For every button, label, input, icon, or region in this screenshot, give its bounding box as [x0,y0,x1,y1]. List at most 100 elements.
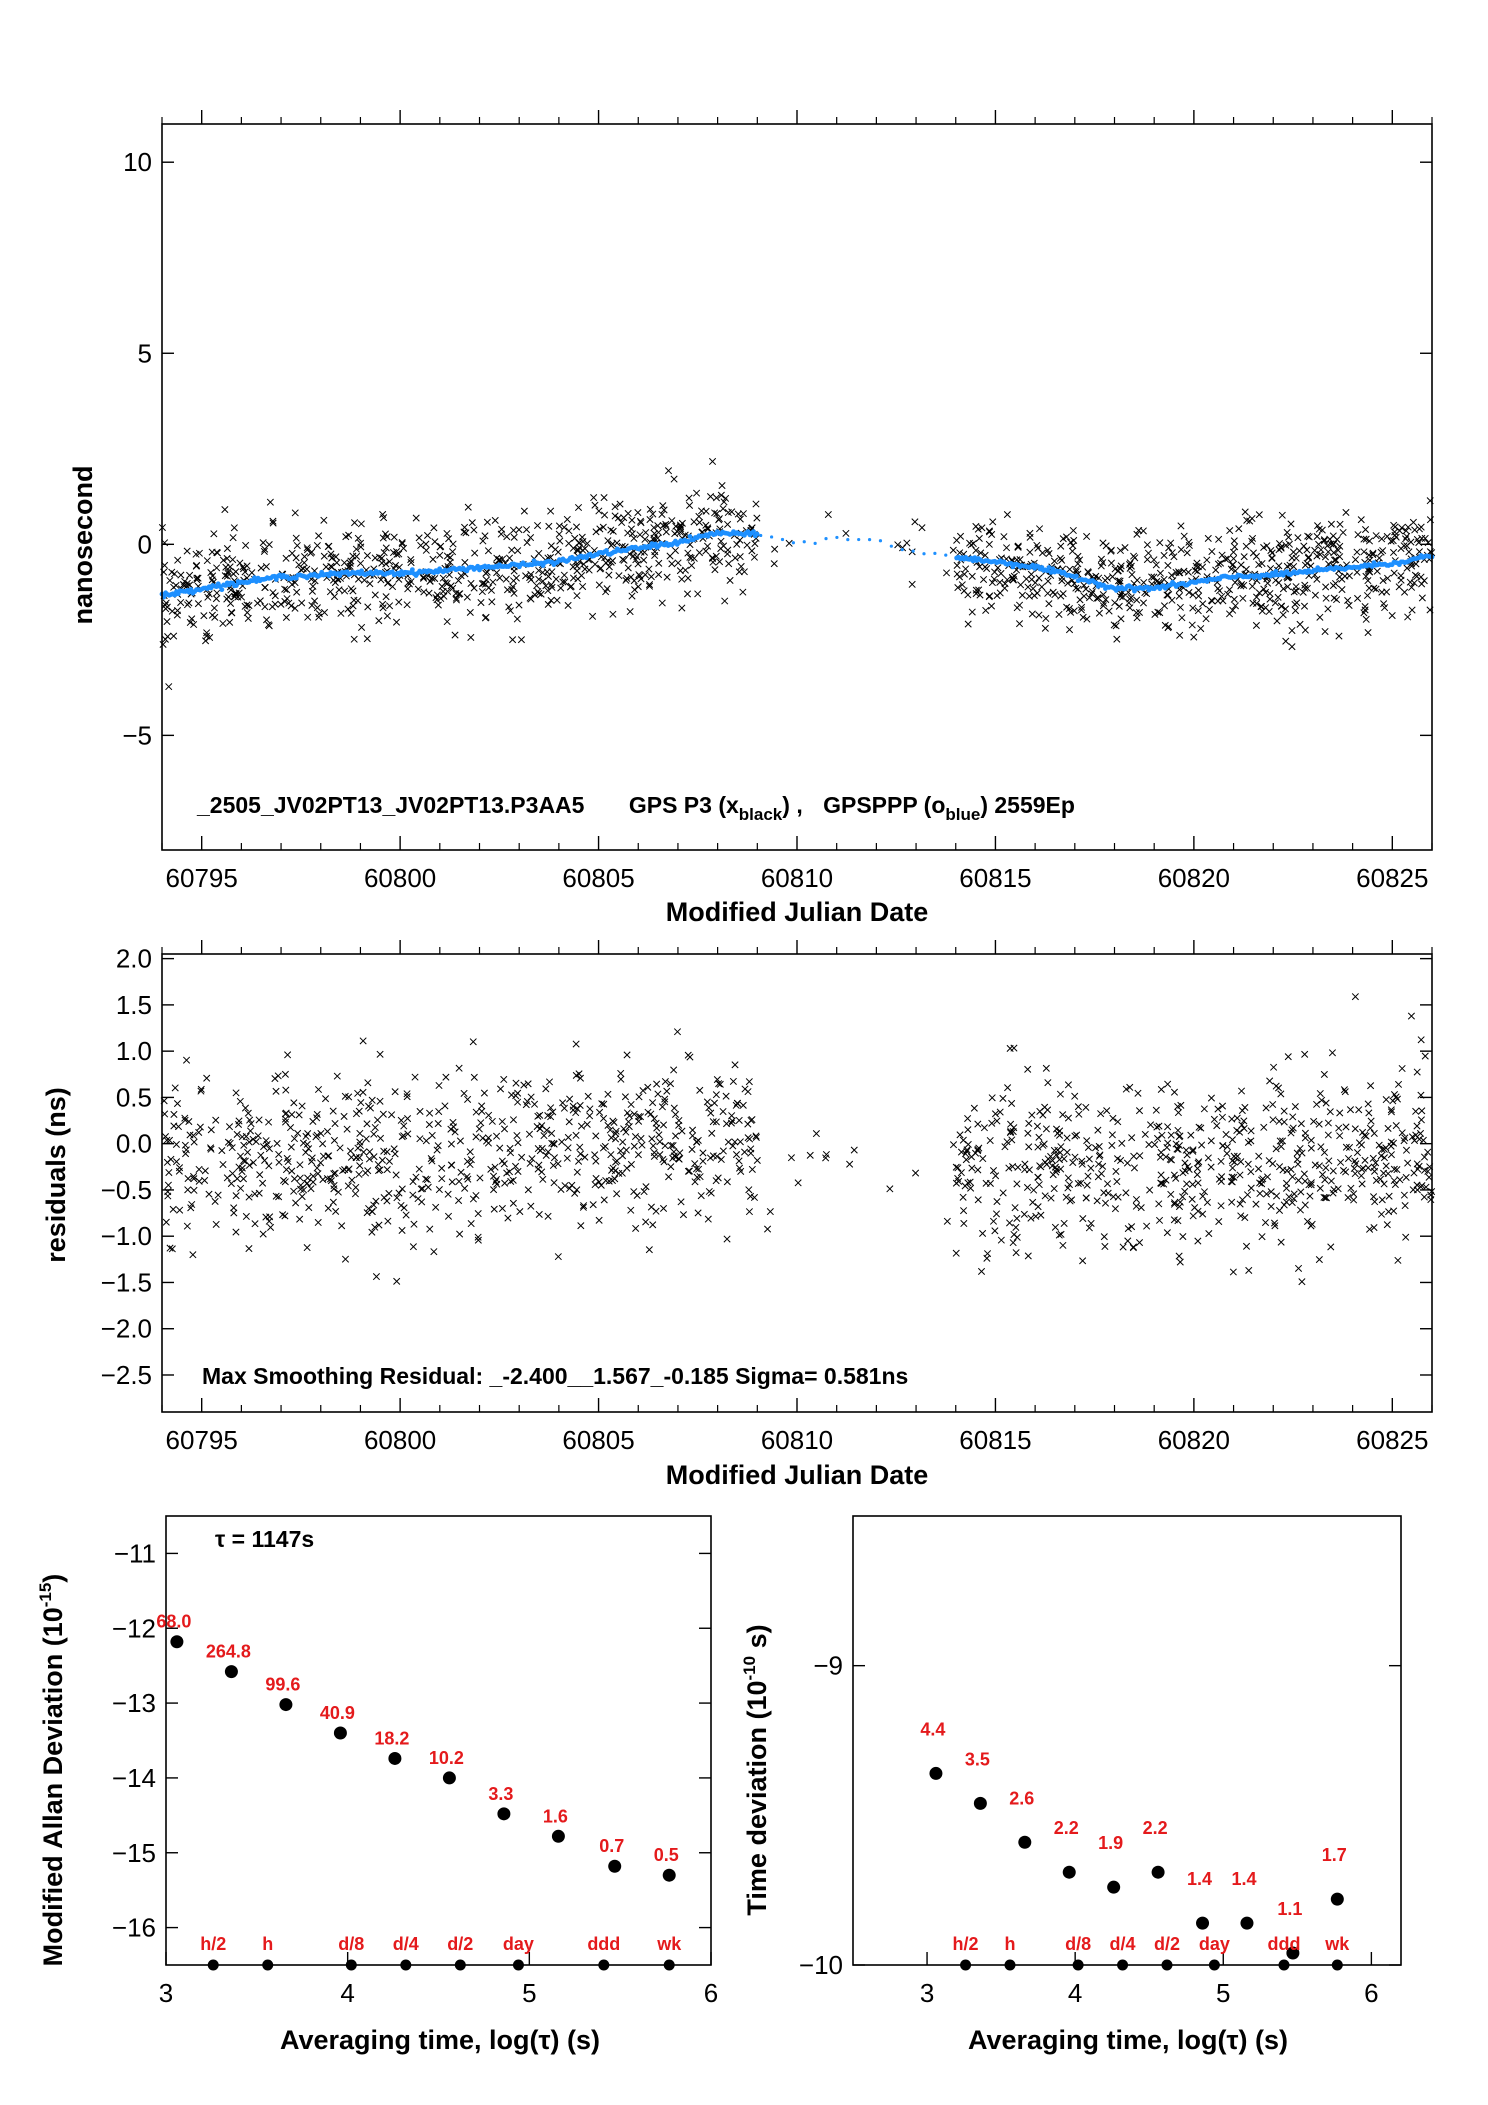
gps-x-point [1260,1123,1268,1131]
gps-x-point [1253,593,1261,601]
gps-x-point [957,1148,966,1156]
gps-x-point [1316,613,1324,621]
gps-x-point [640,1188,648,1196]
gps-x-point [1253,600,1261,608]
gps-x-point [1222,1130,1230,1139]
gps-x-point [246,1116,254,1124]
gps-x-point [573,592,581,600]
span-marker-dot [598,1959,610,1971]
gps-x-point [524,1080,532,1088]
gps-x-point [374,1167,383,1175]
gps-x-point [740,568,748,576]
gps-x-point [1265,607,1273,616]
y-tick-label: −1.5 [101,1267,152,1297]
gps-x-point [491,516,499,524]
deviation-point [662,1868,676,1882]
gps-x-point [472,1191,480,1200]
gps-x-point [403,1093,411,1101]
gps-x-point [623,1051,631,1059]
gps-x-point [360,576,368,584]
gps-x-point [1237,1212,1245,1220]
gps-x-point [1064,1081,1072,1089]
gps-x-point [684,549,692,557]
gps-x-point [256,1171,264,1179]
gps-x-point [1165,623,1173,631]
gps-x-point [719,1107,727,1116]
gps-x-point [1415,1162,1423,1170]
gps-x-point [430,1248,438,1256]
gps-x-point [595,581,603,589]
gps-x-point [986,1136,994,1145]
x-tick-label: 60800 [364,863,436,893]
gps-x-point [667,1163,675,1171]
gps-x-point [628,592,636,600]
gps-x-point [1193,1171,1201,1179]
gps-x-point [1029,1198,1037,1206]
gps-x-point [207,1144,215,1152]
gps-x-point [1290,1195,1298,1203]
gps-x-point [417,541,425,550]
gps-x-point [313,604,321,612]
gps-x-point [1059,535,1067,543]
gps-x-point [558,1138,566,1146]
gps-x-point [577,1122,586,1130]
gps-x-point [1135,1107,1144,1115]
gps-x-point [1313,532,1321,541]
gps-x-point [1230,1158,1239,1166]
mdev-ylabel-end: ) [38,1574,68,1583]
gps-x-point [544,600,552,609]
gps-x-point [165,1136,174,1144]
gps-x-point [1207,596,1216,604]
gps-x-point [1318,526,1326,534]
gps-x-point [212,1220,220,1228]
gps-x-point [455,1064,463,1072]
gps-x-point [515,526,523,534]
gps-x-point [1218,1102,1227,1110]
gps-x-point [1279,585,1287,593]
gps-x-point [1380,1154,1388,1162]
gps-x-point [1336,520,1344,528]
point-value-label: 1.1 [1277,1899,1302,1919]
gps-x-point [524,1186,532,1194]
x-tick-label: 60815 [959,1425,1031,1455]
gps-x-point [576,1101,584,1109]
gps-x-point [169,1205,177,1213]
point-value-label: 3.3 [488,1784,513,1804]
gps-x-point [556,537,564,545]
gps-x-point [1070,607,1078,615]
gps-x-point [256,597,264,605]
gps-x-point [1063,1148,1071,1156]
gps-x-point [1003,511,1011,519]
gps-x-point [420,588,428,596]
gps-x-point [319,1176,327,1184]
gps-x-point [370,1130,378,1138]
gps-x-point [167,1155,175,1163]
gps-x-point [330,1170,338,1178]
gps-x-point [962,565,970,573]
gps-x-point [182,1056,191,1064]
gps-x-point [1266,590,1274,598]
gps-x-point [994,564,1002,572]
gps-x-point [1150,556,1158,564]
gps-x-point [1290,562,1298,571]
gps-x-point [363,1120,371,1128]
gps-x-point [1294,1264,1303,1272]
gps-x-point [430,524,438,532]
gps-x-point [628,530,636,538]
gps-x-point [572,1109,580,1117]
gps-x-point [1261,588,1270,596]
gps-x-point [1071,1092,1079,1100]
gps-x-point [646,505,654,513]
gps-x-point [467,1156,475,1164]
gps-x-point [520,507,528,515]
gps-x-point [688,1132,697,1140]
gps-x-point [293,588,301,596]
gps-x-point [1408,1133,1417,1141]
gps-x-point [347,585,355,593]
gps-x-point [1200,1188,1209,1196]
y-tick-label: −5 [122,720,152,750]
gps-x-point [702,521,710,529]
gps-x-point [522,526,531,534]
gps-x-point [1111,599,1119,607]
gps-x-point [1109,1114,1117,1122]
